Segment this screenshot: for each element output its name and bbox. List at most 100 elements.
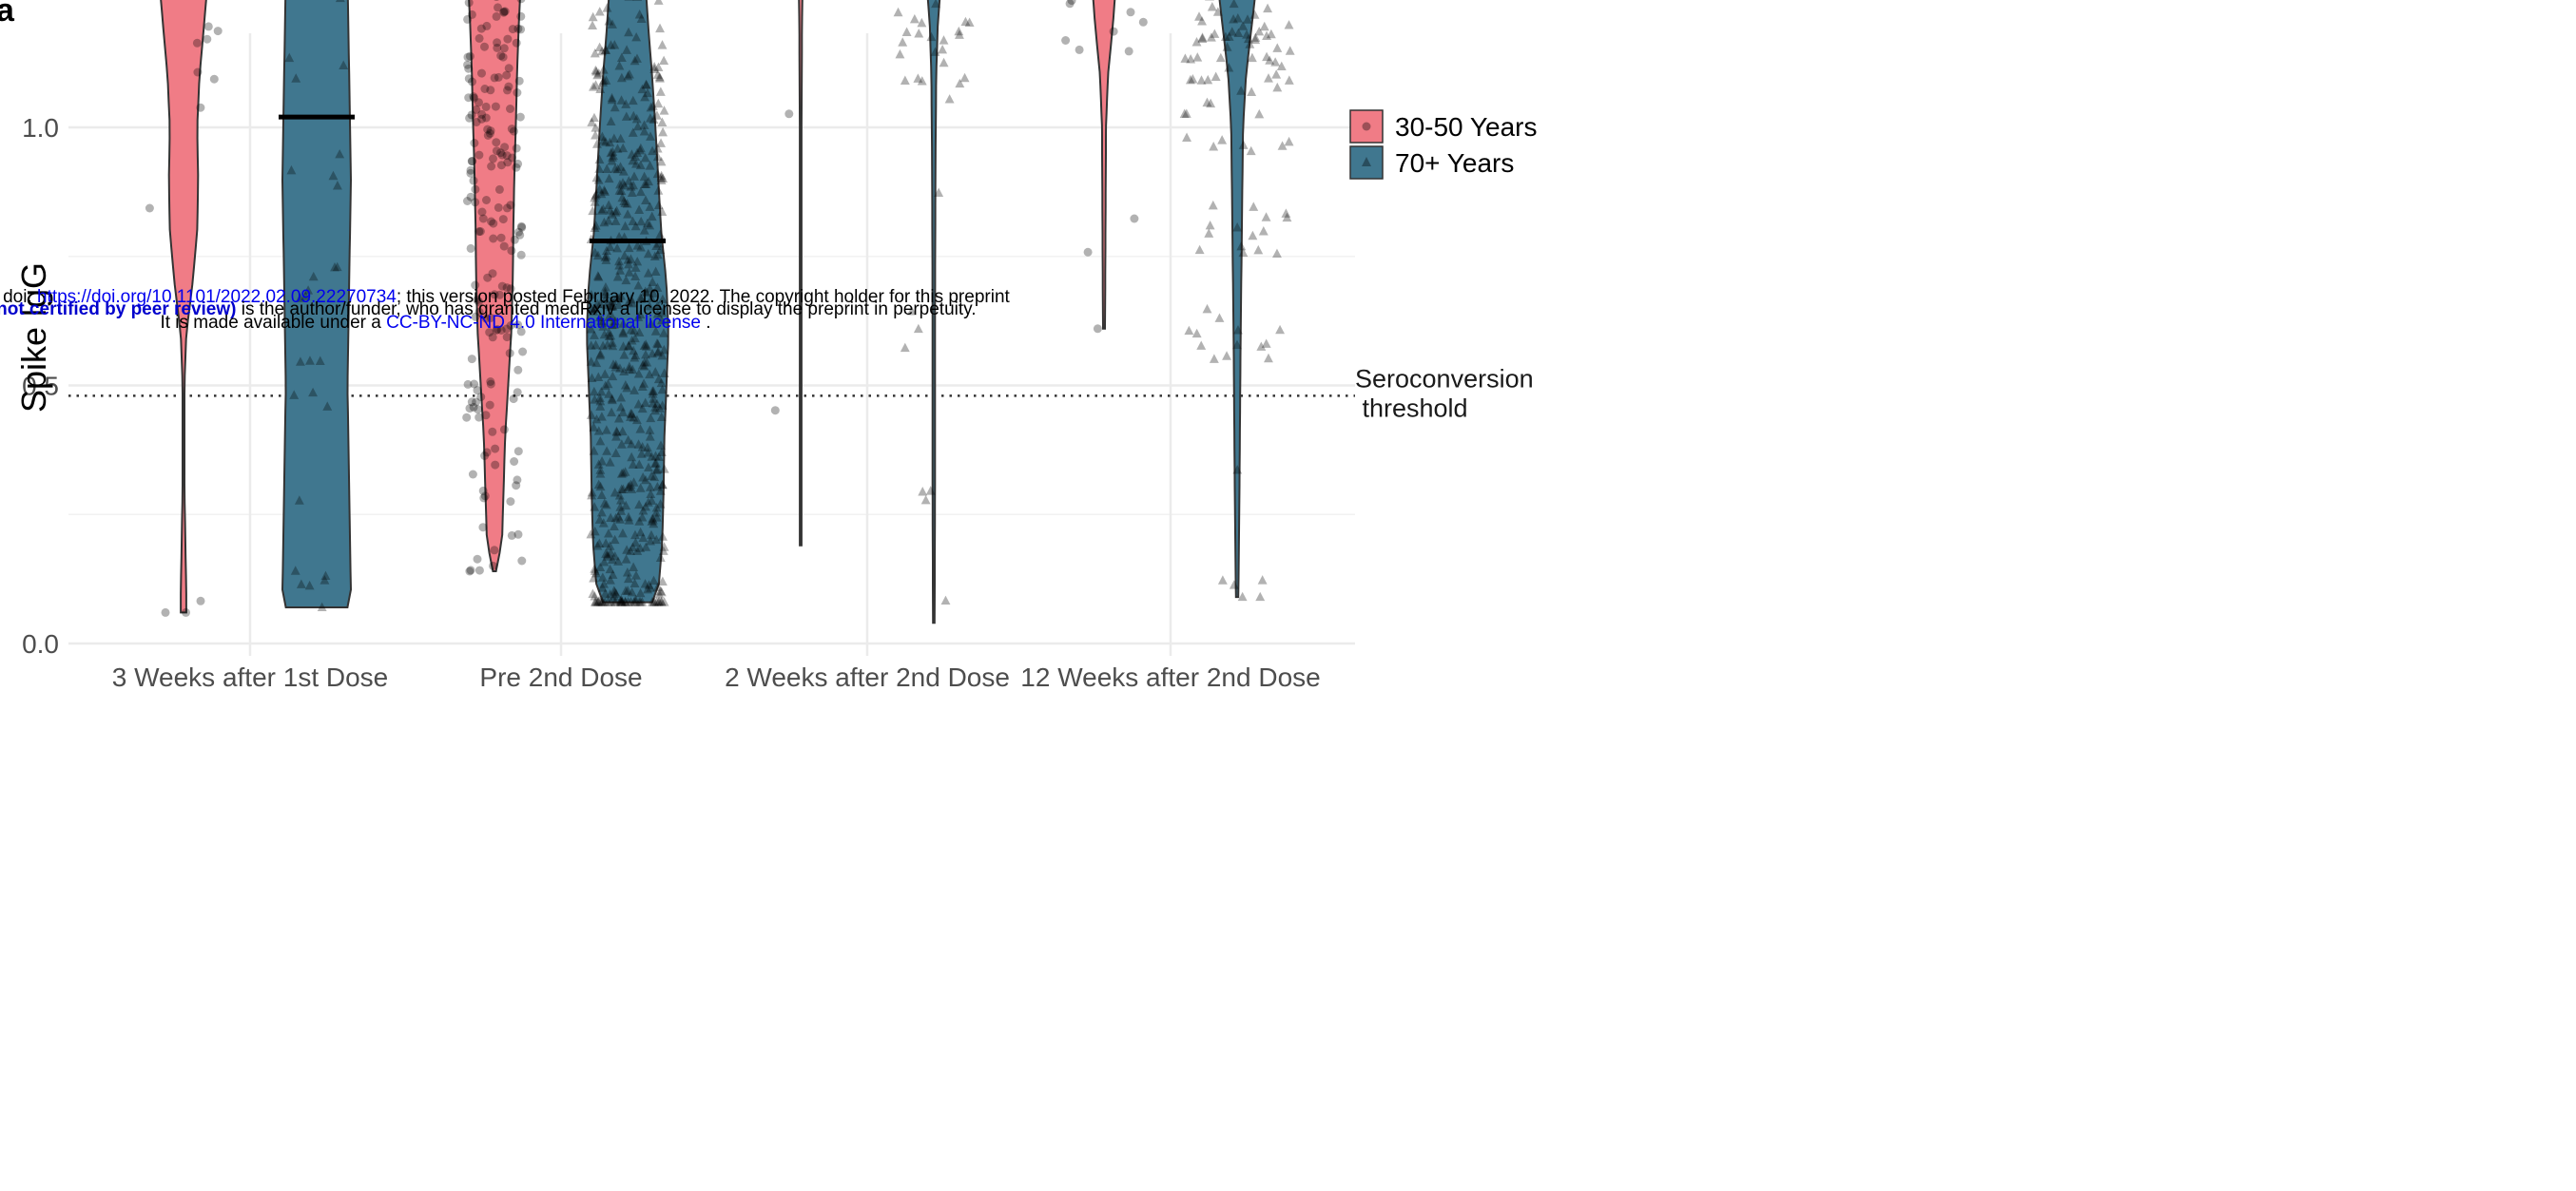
data-point xyxy=(602,245,611,256)
data-point xyxy=(488,427,497,436)
data-point xyxy=(645,300,655,311)
data-point xyxy=(656,156,667,166)
data-point xyxy=(618,143,629,153)
data-point xyxy=(642,287,652,298)
data-point xyxy=(1215,52,1226,63)
data-point xyxy=(631,570,641,580)
data-point xyxy=(656,440,666,450)
data-point xyxy=(494,0,499,1)
data-point xyxy=(590,48,600,58)
data-point xyxy=(1238,21,1249,30)
data-point xyxy=(339,60,349,69)
data-point xyxy=(959,72,970,83)
data-point xyxy=(493,38,502,48)
data-point xyxy=(466,192,475,202)
data-point xyxy=(495,290,504,299)
data-point xyxy=(507,246,516,256)
data-point xyxy=(598,77,609,86)
data-point xyxy=(1263,3,1273,13)
data-point xyxy=(596,205,607,215)
data-point xyxy=(589,446,599,455)
data-point xyxy=(939,35,949,45)
data-point xyxy=(1229,0,1239,9)
data-point xyxy=(588,20,598,30)
data-point xyxy=(1061,36,1071,45)
data-point xyxy=(651,597,662,606)
doi-link[interactable]: https://doi.org/10.1101/2022.02.09.22270… xyxy=(37,287,397,307)
data-point xyxy=(624,341,634,351)
data-point xyxy=(467,397,476,407)
data-point xyxy=(482,196,491,204)
data-point xyxy=(613,556,624,566)
data-point xyxy=(472,118,481,126)
data-point xyxy=(641,349,650,359)
data-point xyxy=(463,52,473,62)
legend-key xyxy=(1349,109,1384,144)
data-point xyxy=(1067,0,1076,6)
data-point xyxy=(618,341,629,351)
data-point xyxy=(623,482,633,491)
data-point xyxy=(618,328,629,338)
data-point xyxy=(627,451,637,462)
data-point xyxy=(655,586,666,595)
data-point xyxy=(645,482,655,491)
data-point xyxy=(656,412,667,422)
data-point xyxy=(506,201,515,210)
data-point xyxy=(607,312,617,321)
data-point xyxy=(619,350,629,359)
data-point xyxy=(648,348,657,358)
data-point xyxy=(591,221,601,230)
license-link[interactable]: CC-BY-NC-ND 4.0 International license xyxy=(386,313,701,333)
data-point xyxy=(628,459,638,469)
data-point xyxy=(1188,74,1198,84)
data-point xyxy=(646,102,656,112)
data-point xyxy=(641,339,651,349)
data-point xyxy=(473,296,482,304)
data-point xyxy=(649,575,659,586)
data-point xyxy=(598,135,609,145)
data-point xyxy=(603,551,612,561)
data-point xyxy=(590,566,600,575)
data-point xyxy=(503,86,512,95)
data-point xyxy=(606,40,616,49)
data-point xyxy=(595,395,606,406)
data-point xyxy=(616,185,627,196)
data-point xyxy=(616,95,627,105)
data-point xyxy=(1191,328,1202,338)
data-point xyxy=(619,366,629,376)
data-point xyxy=(1222,351,1231,360)
data-point xyxy=(647,451,657,461)
data-point xyxy=(593,426,604,435)
data-point xyxy=(481,314,491,323)
data-point xyxy=(626,546,635,556)
data-point xyxy=(516,0,526,4)
data-point xyxy=(1204,228,1214,238)
data-point xyxy=(1222,42,1232,51)
data-point xyxy=(492,11,501,21)
data-point xyxy=(633,280,644,290)
data-point xyxy=(466,566,475,575)
data-point xyxy=(657,479,668,490)
data-point xyxy=(624,242,634,253)
data-point xyxy=(955,78,965,88)
data-point xyxy=(639,125,649,136)
data-point xyxy=(1261,338,1271,348)
data-point xyxy=(640,474,650,485)
data-point xyxy=(652,151,663,162)
data-point xyxy=(589,386,599,396)
data-point xyxy=(648,398,658,408)
data-point xyxy=(649,471,660,482)
data-point xyxy=(513,475,522,485)
data-point xyxy=(598,75,609,86)
data-point xyxy=(623,586,633,595)
data-point xyxy=(1229,580,1239,589)
data-point xyxy=(615,597,626,606)
data-point xyxy=(1258,226,1269,236)
data-point xyxy=(637,84,648,94)
data-point xyxy=(938,44,948,54)
data-point xyxy=(475,98,483,107)
data-point xyxy=(601,137,610,146)
data-point xyxy=(659,55,669,66)
data-point xyxy=(628,127,638,137)
data-point xyxy=(629,55,640,66)
